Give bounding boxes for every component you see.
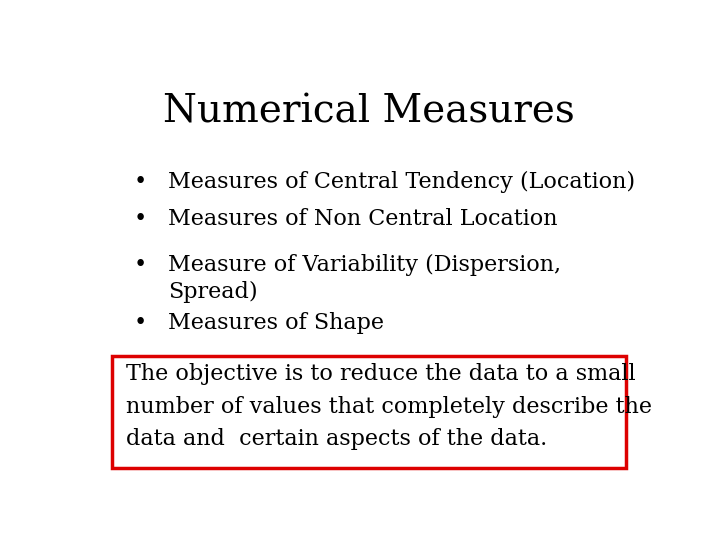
Text: The objective is to reduce the data to a small
number of values that completely : The objective is to reduce the data to a… xyxy=(126,363,652,450)
Text: Measures of Central Tendency (Location): Measures of Central Tendency (Location) xyxy=(168,171,635,193)
Text: Measures of Non Central Location: Measures of Non Central Location xyxy=(168,208,557,230)
Text: •: • xyxy=(134,254,147,276)
Text: Numerical Measures: Numerical Measures xyxy=(163,94,575,131)
Text: •: • xyxy=(134,171,147,193)
Text: •: • xyxy=(134,208,147,230)
Text: •: • xyxy=(134,312,147,334)
Text: Measure of Variability (Dispersion,
Spread): Measure of Variability (Dispersion, Spre… xyxy=(168,254,562,303)
FancyBboxPatch shape xyxy=(112,356,626,468)
Text: Measures of Shape: Measures of Shape xyxy=(168,312,384,334)
